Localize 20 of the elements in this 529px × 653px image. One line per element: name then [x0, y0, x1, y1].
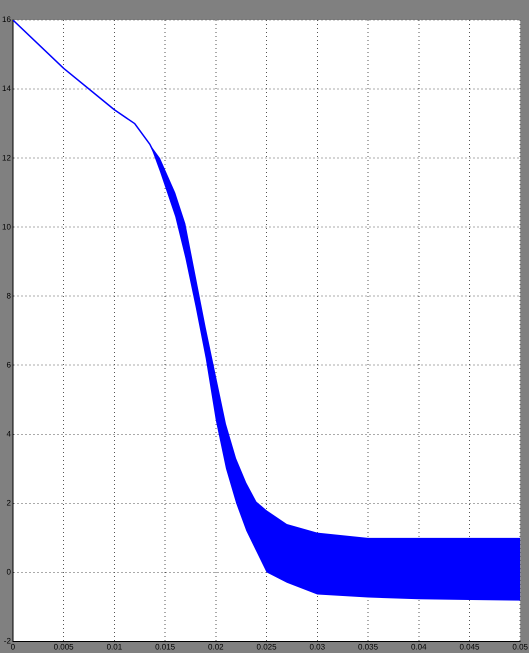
- x-tick-label: 0.01: [106, 642, 123, 652]
- y-tick-label: 14: [2, 84, 12, 94]
- x-tick-label: 0.015: [155, 642, 176, 652]
- x-tick-label: 0.005: [54, 642, 74, 652]
- x-tick-label: 0.025: [256, 642, 278, 652]
- x-tick-label: 0.02: [208, 642, 224, 652]
- x-tick-label: 0.045: [459, 642, 480, 652]
- x-tick-label: 0.035: [358, 642, 379, 652]
- y-tick-label: -2: [4, 636, 12, 646]
- y-tick-label: 6: [6, 360, 12, 370]
- x-tick-label: 0.05: [512, 642, 529, 652]
- y-tick-label: 0: [6, 568, 12, 577]
- y-tick-label: 16: [2, 15, 12, 24]
- x-tick-label: 0.04: [410, 642, 428, 652]
- y-tick-label: 10: [2, 222, 12, 232]
- y-tick-label: 2: [6, 498, 12, 508]
- y-tick-label: 8: [6, 291, 12, 300]
- y-tick-label: 12: [2, 153, 12, 162]
- x-tick-label: 0.03: [310, 642, 326, 652]
- y-tick-label: 4: [6, 429, 12, 438]
